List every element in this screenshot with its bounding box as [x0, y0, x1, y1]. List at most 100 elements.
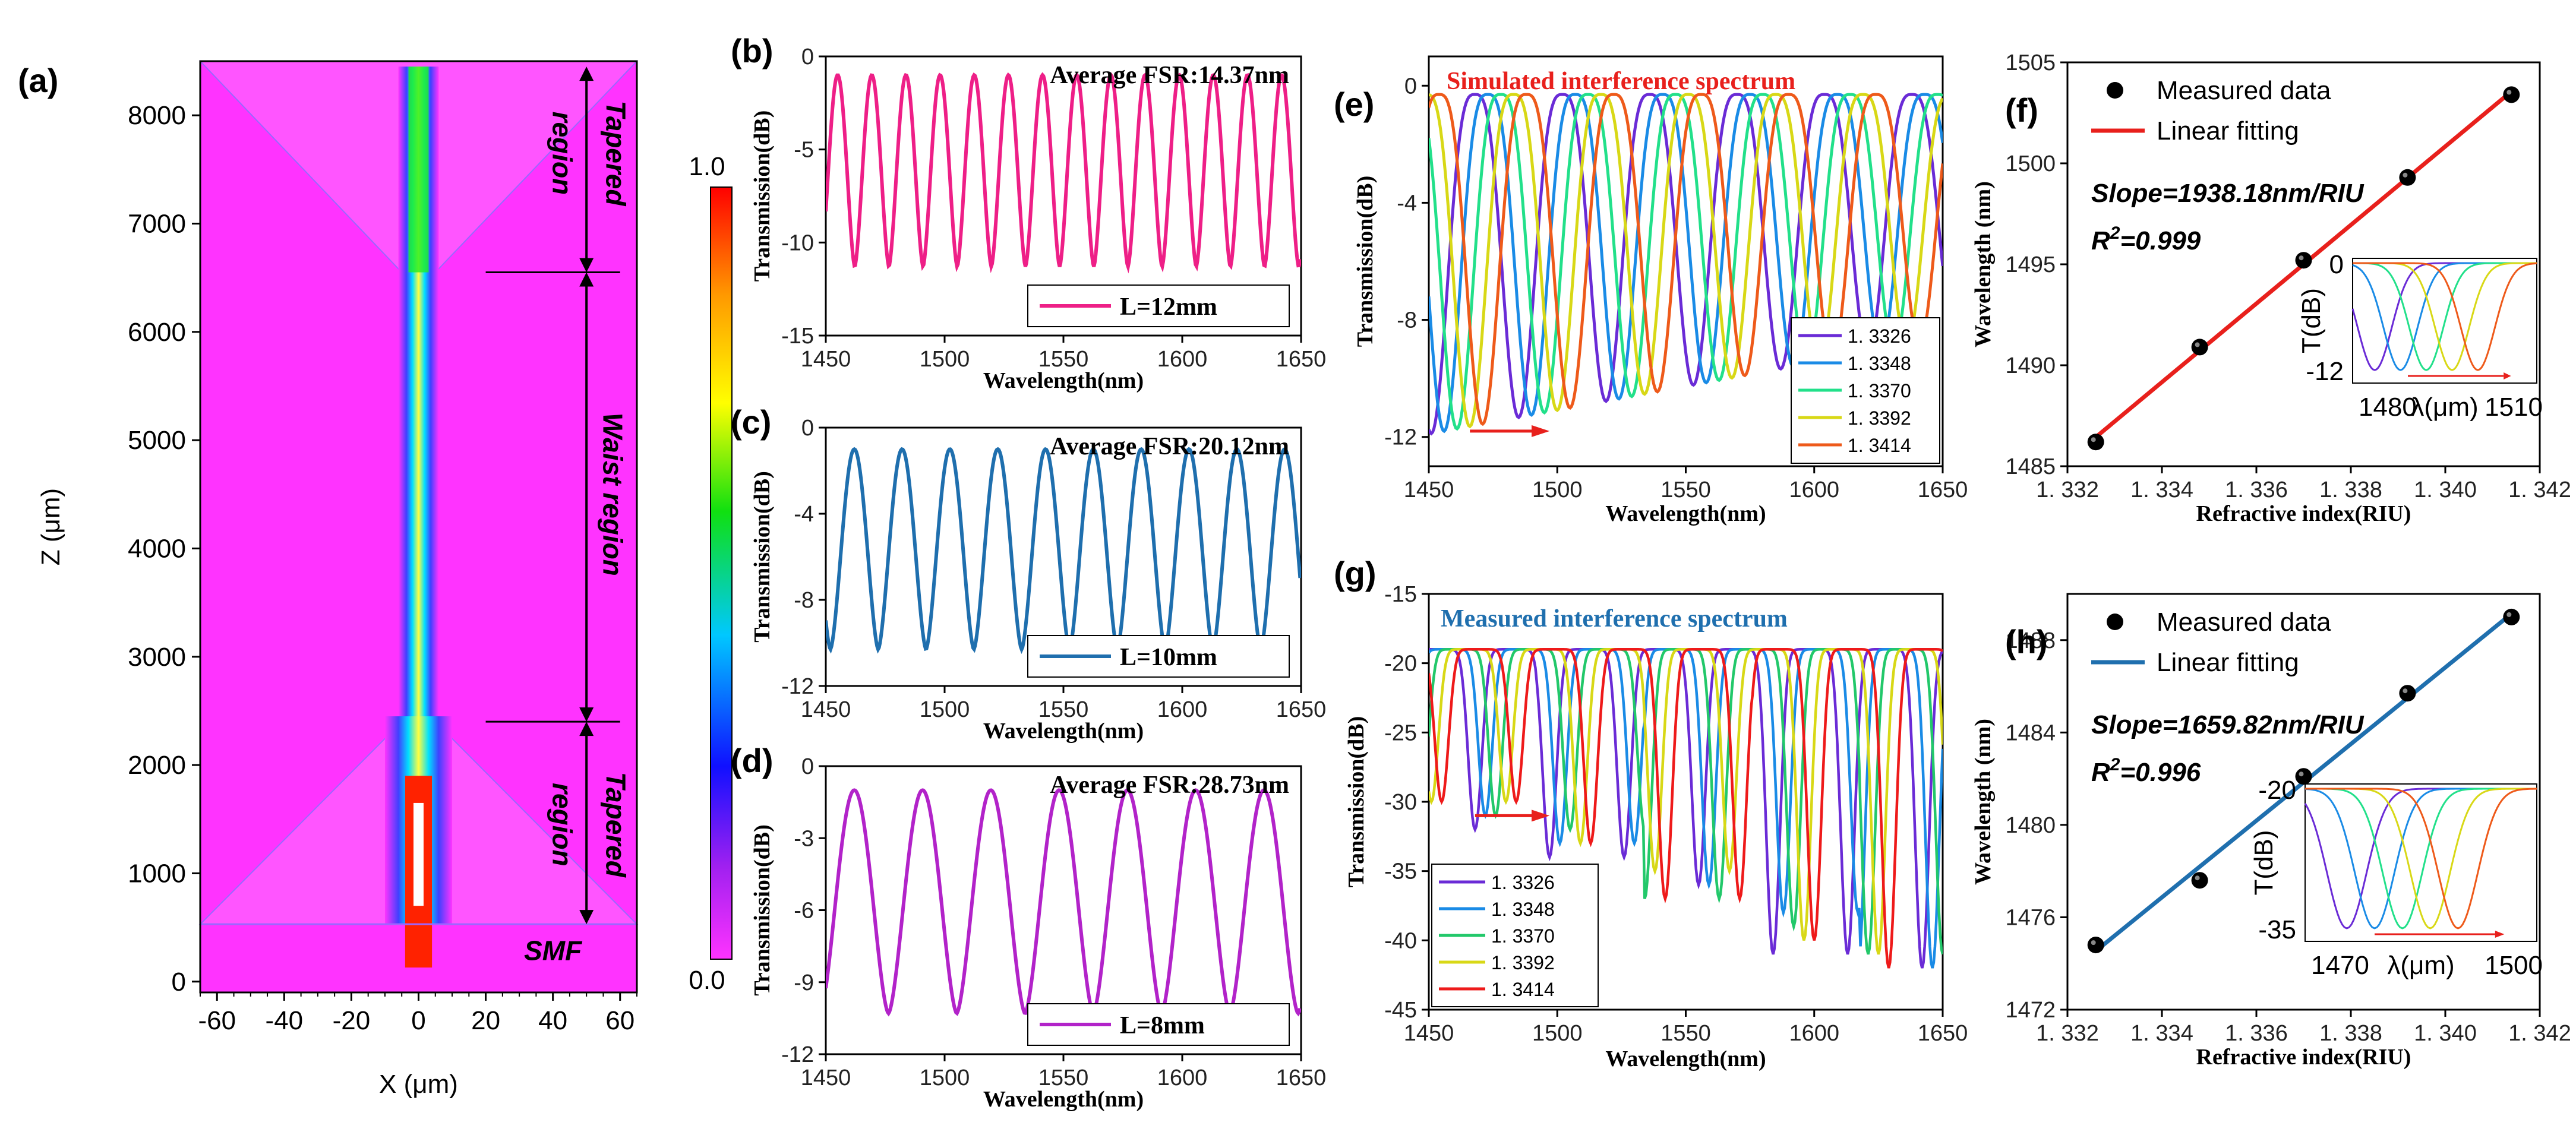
x-tick-label: 1. 332	[2036, 478, 2099, 502]
y-axis-title: Transmission(dB)	[750, 110, 775, 282]
y-tick-label: 3000	[128, 643, 186, 672]
y-axis-title: Transmission(dB)	[1353, 176, 1378, 347]
legend-measured: Measured data	[2157, 608, 2331, 637]
x-tick-label: 1. 334	[2130, 478, 2193, 502]
data-point	[2503, 608, 2520, 625]
x-tick-label: -60	[198, 1006, 236, 1035]
legend-entry: 1. 3414	[1848, 435, 1911, 456]
y-tick-label: 0	[801, 416, 814, 441]
panel-g: 1450 1500 1550 1600 1650 -15 -20 -25 -30 -35 -40 -4…	[1334, 555, 1968, 1071]
panel-label: (e)	[1334, 86, 1374, 123]
y-tick-label: -12	[781, 1042, 814, 1067]
y-tick-label: 1495	[2005, 252, 2056, 277]
y-axis-title: Transmission(dB)	[750, 471, 775, 643]
y-tick-label: -9	[794, 970, 814, 995]
y-tick-label: -12	[1384, 425, 1417, 450]
x-tick-label: 1600	[1789, 1021, 1839, 1046]
y-tick-label: 1476	[2005, 905, 2056, 930]
x-tick-label: 1650	[1276, 1065, 1327, 1090]
data-point	[2295, 768, 2312, 785]
y-tick-label: 0	[1404, 74, 1417, 99]
y-tick-label: -3	[794, 826, 814, 851]
data-point-highlight	[2403, 688, 2408, 694]
x-tick-label: 1. 336	[2225, 1021, 2288, 1046]
x-tick-label: 40	[538, 1006, 567, 1035]
region-label-lower-1: Tapered	[600, 772, 631, 878]
inset-arrow-head	[2495, 931, 2505, 938]
x-axis-title: Refractive index(RIU)	[2196, 1045, 2411, 1070]
fsr-annotation: Average FSR:28.73nm	[1050, 771, 1289, 799]
x-tick-label: 1450	[1404, 1021, 1454, 1046]
region-label-upper-1: Tapered	[600, 100, 631, 206]
series-line-3	[1429, 93, 1943, 429]
colorbar-max-label: 1.0	[689, 152, 725, 181]
y-tick-label: 1488	[2005, 628, 2056, 653]
legend-marker	[2107, 614, 2123, 630]
panel-label: (a)	[18, 62, 58, 99]
y-tick-label: -8	[1397, 308, 1417, 333]
legend-marker	[2107, 82, 2123, 99]
x-tick-label: 1650	[1276, 347, 1327, 372]
y-tick-label: -30	[1384, 790, 1417, 815]
x-axis-title: Wavelength(nm)	[983, 368, 1144, 393]
x-tick-label: 1600	[1157, 347, 1208, 372]
slope-annotation: Slope=1659.82nm/RIU	[2091, 710, 2365, 739]
colorbar-min-label: 0.0	[689, 966, 725, 995]
legend-measured: Measured data	[2157, 76, 2331, 105]
inset-ytop: -20	[2258, 776, 2296, 805]
x-axis-title: Refractive index(RIU)	[2196, 501, 2411, 526]
y-tick-label: 2000	[128, 751, 186, 780]
data-point-highlight	[2091, 437, 2096, 442]
x-tick-label: 1550	[1038, 697, 1089, 722]
panel-d: 1450 1500 1550 1600 1650 0 -3 -6 -9 -12 Average FS…	[731, 742, 1326, 1112]
legend-entry: 1. 3370	[1491, 925, 1555, 947]
arrow-head	[579, 722, 594, 736]
y-tick-label: -15	[1384, 582, 1417, 607]
shift-arrow-head	[1532, 810, 1550, 822]
x-axis-title: Wavelength(nm)	[983, 1087, 1144, 1112]
panel-a: Tapered region Waist region Tapered region SM…	[18, 60, 733, 1099]
y-tick-label: -15	[781, 324, 814, 349]
data-point-highlight	[2299, 255, 2304, 261]
y-tick-label: 7000	[128, 209, 186, 238]
x-tick-label: 1550	[1038, 347, 1089, 372]
y-tick-label: -45	[1384, 998, 1417, 1023]
beam-upper	[408, 67, 429, 273]
y-axis-title: Z (μm)	[36, 488, 65, 565]
inset-xlabel: λ(μm)	[2387, 951, 2454, 980]
x-tick-label: 1550	[1660, 1021, 1711, 1046]
series-line	[826, 788, 1301, 1017]
x-axis-title: Wavelength(nm)	[1605, 1046, 1766, 1071]
legend-box	[1431, 864, 1599, 1007]
x-tick-label: 1. 342	[2508, 478, 2571, 502]
colorbar	[710, 186, 733, 960]
chart-title: Simulated interference spectrum	[1447, 68, 1795, 95]
data-point-highlight	[2091, 940, 2096, 946]
fsr-annotation: Average FSR:14.37nm	[1050, 62, 1289, 89]
x-tick-label: 1600	[1157, 1065, 1208, 1090]
y-tick-label: 8000	[128, 101, 186, 130]
data-point-highlight	[2195, 342, 2200, 347]
legend-entry: 1. 3348	[1848, 353, 1911, 374]
arrow-head	[579, 67, 594, 81]
y-tick-label: 1480	[2005, 813, 2056, 838]
x-tick-label: 20	[471, 1006, 500, 1035]
data-point	[2399, 169, 2416, 186]
legend-l12: L=12mm	[1120, 293, 1217, 321]
y-tick-label: -20	[1384, 652, 1417, 676]
x-tick-label: -20	[333, 1006, 371, 1035]
panel-f: 1. 332 1. 334 1. 336 1. 338 1. 340 1. 342 1485…	[1971, 50, 2571, 526]
y-tick-label: 1485	[2005, 454, 2056, 479]
y-tick-label: 1505	[2005, 50, 2056, 75]
x-tick-label: 1. 340	[2414, 478, 2477, 502]
series-line	[826, 72, 1301, 274]
legend-l8: L=8mm	[1120, 1012, 1205, 1039]
x-tick-label: 1450	[1404, 478, 1454, 502]
y-tick-label: -35	[1384, 859, 1417, 884]
x-tick-label: 1650	[1918, 478, 1968, 502]
x-axis-title: Wavelength(nm)	[1605, 501, 1766, 526]
x-axis-title: Wavelength(nm)	[983, 719, 1144, 744]
legend-entry: 1. 3326	[1491, 872, 1555, 893]
chart-title: Measured interference spectrum	[1441, 605, 1788, 633]
